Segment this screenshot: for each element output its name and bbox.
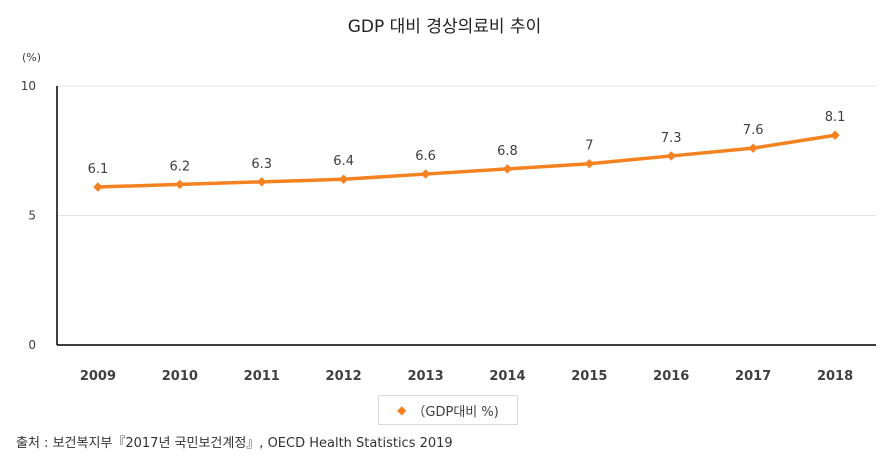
data-label: 8.1 [825,110,846,125]
data-label: 6.6 [415,149,436,164]
x-tick-label: 2012 [326,369,362,384]
data-point [93,182,103,192]
y-tick-label: 0 [28,338,36,352]
data-label: 6.3 [251,157,272,172]
data-label: 6.1 [88,162,109,177]
data-point [830,130,840,140]
data-point [257,177,267,187]
y-axis-label: (%) [22,51,41,64]
x-tick-label: 2017 [735,369,771,384]
x-tick-label: 2013 [407,369,443,384]
x-tick-label: 2018 [817,369,853,384]
data-point [502,164,513,174]
data-point [584,158,595,169]
series-line [96,133,837,189]
data-label: 7 [585,139,593,154]
y-tick-label: 5 [28,209,36,223]
legend: ◆ （GDP대비 %) [378,395,518,425]
x-tick-label: 2011 [244,369,280,384]
x-tick-label: 2016 [653,369,689,384]
legend-label: （GDP대비 %) [412,404,499,420]
source-note: 출처 : 보건복지부『2017년 국민보건계정』, OECD Health St… [16,436,453,451]
data-label: 6.2 [170,159,191,174]
chart-title: GDP 대비 경상의료비 추이 [347,17,542,37]
x-tick-label: 2009 [80,369,116,384]
data-label: 6.4 [333,154,354,169]
data-label: 7.6 [743,123,764,138]
data-label: 6.8 [497,144,518,159]
data-point [666,151,676,161]
data-point [420,169,431,179]
data-point [748,143,758,153]
x-tick-label: 2015 [571,369,607,384]
x-tick-label: 2010 [162,369,198,384]
y-tick-label: 10 [21,79,36,93]
data-point [175,179,185,190]
legend-marker-icon: ◆ [397,403,407,417]
data-point [338,174,349,184]
x-tick-label: 2014 [489,369,525,384]
data-label: 7.3 [661,131,682,146]
